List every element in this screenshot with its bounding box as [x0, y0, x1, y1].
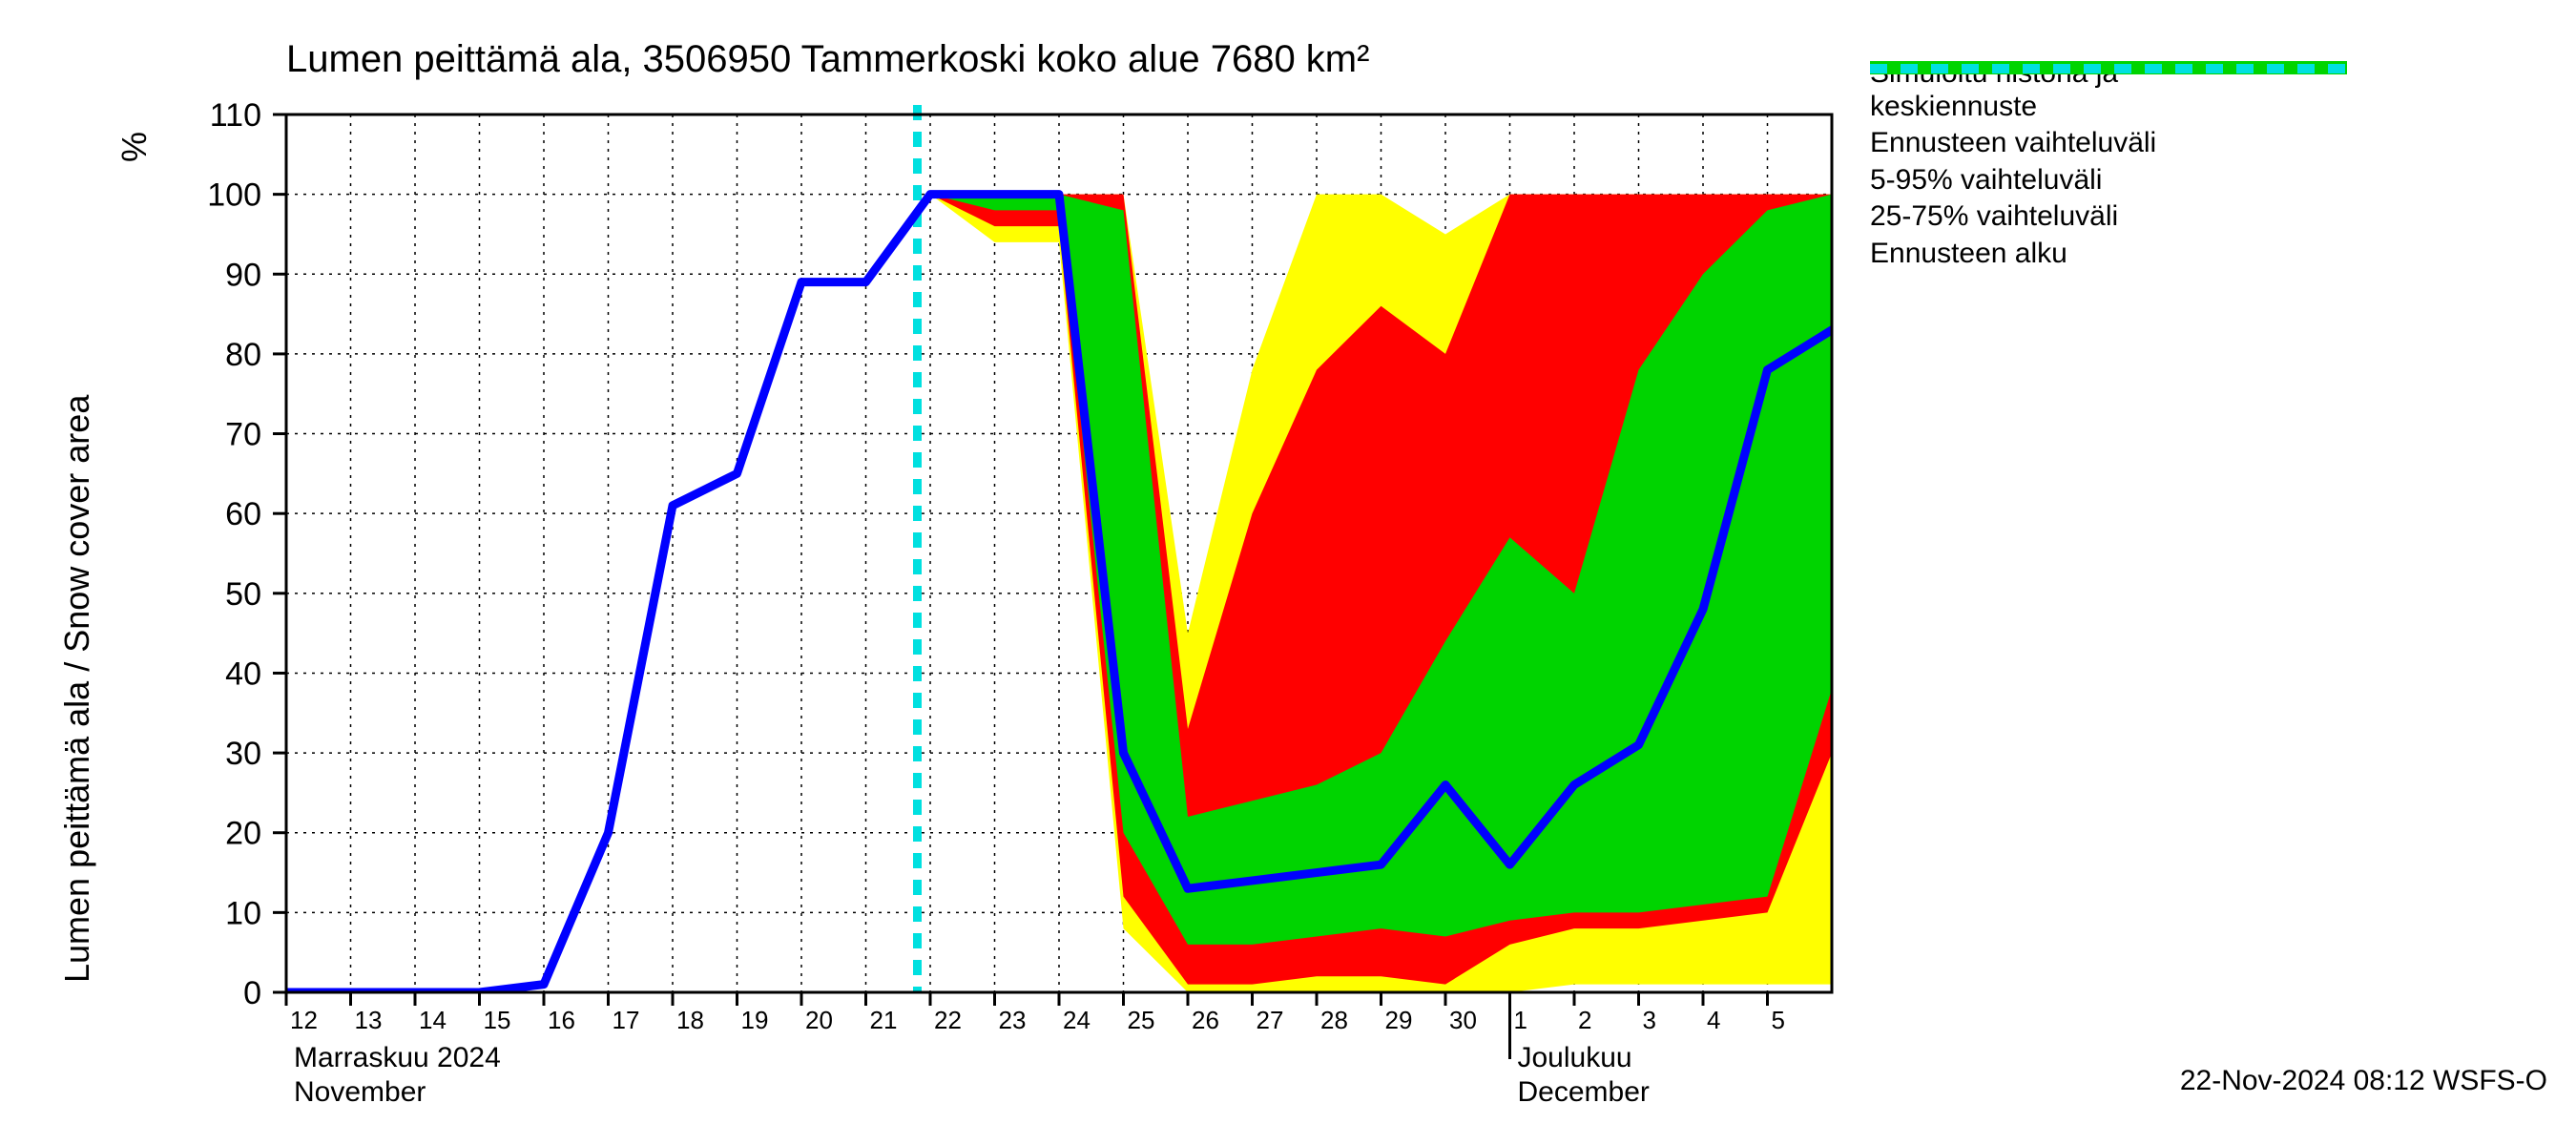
legend-item-band_25_75: 25-75% vaihteluväli: [1870, 200, 2366, 234]
legend: Simuloitu historia jakeskiennusteEnnuste…: [1870, 57, 2366, 274]
x-tick-label: 16: [548, 1006, 575, 1034]
y-tick-label: 0: [243, 975, 261, 1011]
y-tick-label: 40: [225, 656, 261, 692]
x-tick-label: 28: [1320, 1006, 1348, 1034]
legend-item-band_full: Ennusteen vaihteluväli: [1870, 127, 2366, 160]
legend-label: Ennusteen alku: [1870, 238, 2366, 271]
x-tick-label: 20: [805, 1006, 833, 1034]
x-tick-label: 26: [1192, 1006, 1219, 1034]
y-tick-label: 70: [225, 417, 261, 453]
month-label: November: [294, 1076, 426, 1108]
month-label: Marraskuu 2024: [294, 1042, 501, 1073]
x-tick-label: 12: [290, 1006, 318, 1034]
y-tick-label: 10: [225, 895, 261, 931]
x-tick-label: 14: [419, 1006, 447, 1034]
x-tick-label: 17: [613, 1006, 640, 1034]
x-tick-label: 21: [870, 1006, 898, 1034]
legend-label: keskiennuste: [1870, 91, 2366, 124]
x-tick-label: 24: [1063, 1006, 1091, 1034]
x-tick-label: 30: [1449, 1006, 1477, 1034]
legend-label: Ennusteen vaihteluväli: [1870, 127, 2366, 160]
x-tick-label: 29: [1385, 1006, 1413, 1034]
x-tick-label: 2: [1578, 1006, 1591, 1034]
x-tick-label: 5: [1772, 1006, 1785, 1034]
y-tick-label: 60: [225, 496, 261, 532]
y-tick-label: 80: [225, 337, 261, 373]
x-tick-label: 13: [355, 1006, 383, 1034]
x-tick-label: 4: [1707, 1006, 1720, 1034]
x-tick-label: 25: [1128, 1006, 1155, 1034]
x-tick-label: 23: [999, 1006, 1027, 1034]
y-tick-label: 30: [225, 736, 261, 772]
y-tick-label: 110: [210, 97, 261, 134]
timestamp-footer: 22-Nov-2024 08:12 WSFS-O: [2180, 1065, 2547, 1097]
legend-item-forecast_start: Ennusteen alku: [1870, 238, 2366, 271]
month-label: December: [1518, 1076, 1650, 1108]
y-tick-label: 100: [207, 177, 261, 214]
month-label: Joulukuu: [1518, 1042, 1632, 1073]
y-tick-label: 20: [225, 816, 261, 852]
x-tick-label: 19: [741, 1006, 769, 1034]
legend-item-band_5_95: 5-95% vaihteluväli: [1870, 164, 2366, 198]
legend-label: 5-95% vaihteluväli: [1870, 164, 2366, 198]
x-tick-label: 18: [676, 1006, 704, 1034]
legend-label: 25-75% vaihteluväli: [1870, 200, 2366, 234]
x-tick-label: 1: [1514, 1006, 1527, 1034]
x-tick-label: 22: [934, 1006, 962, 1034]
legend-swatch: [1870, 59, 2347, 78]
x-tick-label: 15: [484, 1006, 511, 1034]
y-tick-label: 50: [225, 576, 261, 613]
x-tick-label: 3: [1643, 1006, 1656, 1034]
y-tick-label: 90: [225, 257, 261, 293]
x-tick-label: 27: [1257, 1006, 1284, 1034]
figure: Lumen peittämä ala, 3506950 Tammerkoski …: [0, 0, 2576, 1145]
